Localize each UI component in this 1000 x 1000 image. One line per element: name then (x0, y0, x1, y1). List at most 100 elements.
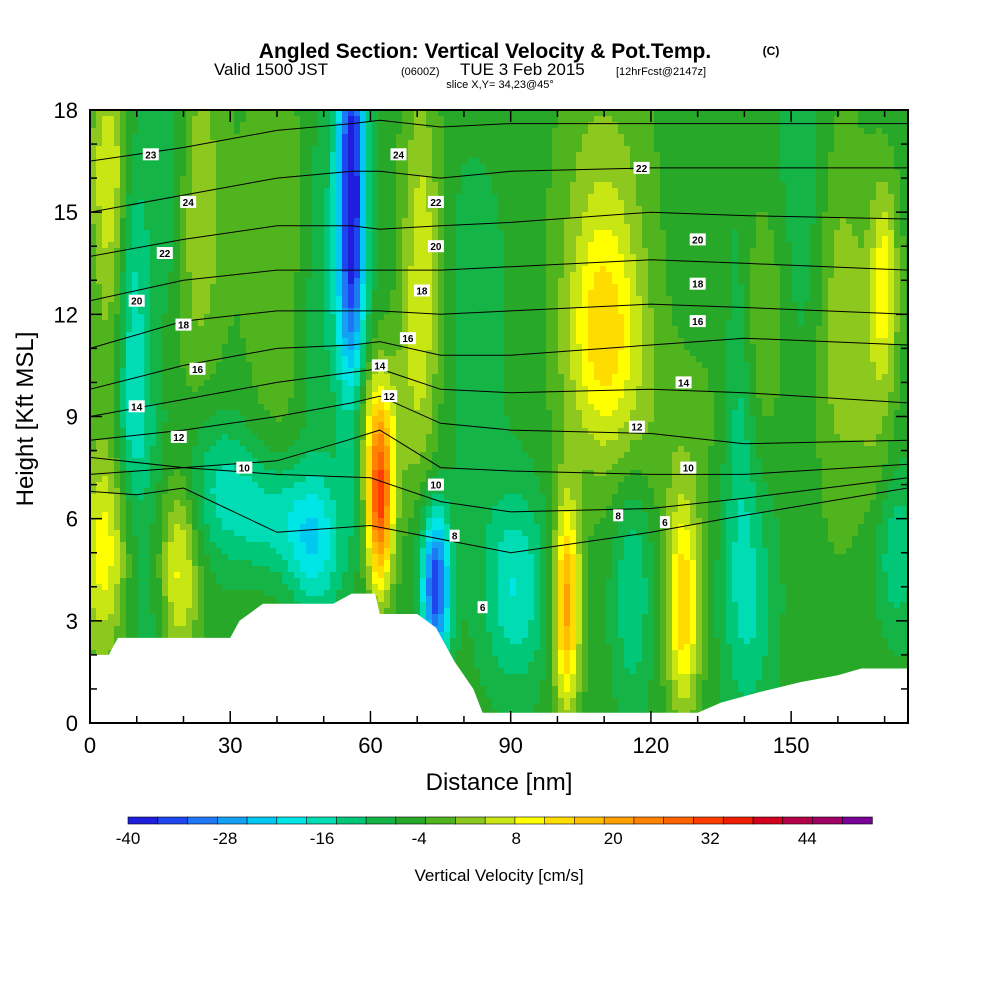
velocity-cell (252, 206, 259, 213)
velocity-cell (870, 158, 877, 165)
velocity-cell (90, 176, 97, 183)
velocity-cell (648, 146, 655, 153)
velocity-cell (234, 170, 241, 177)
velocity-cell (810, 176, 817, 183)
velocity-cell (324, 134, 331, 141)
velocity-cell (414, 194, 421, 201)
velocity-cell (558, 152, 565, 159)
velocity-cell (762, 266, 769, 273)
velocity-cell (888, 206, 895, 213)
velocity-cell (378, 200, 385, 207)
velocity-cell (834, 140, 841, 147)
velocity-cell (864, 314, 871, 321)
velocity-cell (180, 188, 187, 195)
velocity-cell (204, 164, 211, 171)
velocity-cell (414, 212, 421, 219)
velocity-cell (504, 218, 511, 225)
velocity-cell (510, 128, 517, 135)
velocity-cell (120, 152, 127, 159)
velocity-cell (564, 218, 571, 225)
velocity-cell (372, 146, 379, 153)
velocity-cell (630, 230, 637, 237)
velocity-cell (642, 320, 649, 327)
velocity-cell (864, 254, 871, 261)
velocity-cell (810, 146, 817, 153)
velocity-cell (798, 320, 805, 327)
velocity-cell (366, 314, 373, 321)
velocity-cell (576, 128, 583, 135)
velocity-cell (372, 158, 379, 165)
velocity-cell (156, 134, 163, 141)
velocity-cell (690, 296, 697, 303)
velocity-cell (678, 296, 685, 303)
velocity-cell (600, 314, 607, 321)
velocity-cell (192, 254, 199, 261)
velocity-cell (504, 296, 511, 303)
velocity-cell (906, 128, 908, 135)
velocity-cell (756, 116, 763, 123)
velocity-cell (294, 290, 301, 297)
velocity-cell (762, 284, 769, 291)
velocity-cell (372, 326, 379, 333)
velocity-cell (498, 188, 505, 195)
velocity-cell (246, 326, 253, 333)
velocity-cell (144, 224, 151, 231)
velocity-cell (330, 284, 337, 291)
velocity-cell (498, 314, 505, 321)
velocity-cell (144, 314, 151, 321)
velocity-cell (660, 308, 667, 315)
velocity-cell (426, 302, 433, 309)
velocity-cell (96, 230, 103, 237)
velocity-cell (726, 320, 733, 327)
velocity-cell (822, 140, 829, 147)
velocity-cell (666, 116, 673, 123)
velocity-cell (510, 314, 517, 321)
velocity-cell (150, 164, 157, 171)
velocity-cell (546, 206, 553, 213)
velocity-cell (882, 278, 889, 285)
velocity-cell (174, 272, 181, 279)
velocity-cell (834, 212, 841, 219)
velocity-cell (192, 170, 199, 177)
velocity-cell (804, 266, 811, 273)
velocity-cell (588, 110, 595, 117)
velocity-cell (624, 140, 631, 147)
velocity-cell (480, 248, 487, 255)
velocity-cell (120, 278, 127, 285)
velocity-cell (492, 248, 499, 255)
velocity-cell (438, 176, 445, 183)
velocity-cell (258, 188, 265, 195)
velocity-cell (402, 188, 409, 195)
velocity-cell (174, 140, 181, 147)
velocity-cell (786, 314, 793, 321)
velocity-cell (558, 164, 565, 171)
velocity-cell (726, 302, 733, 309)
velocity-cell (516, 242, 523, 249)
velocity-cell (426, 140, 433, 147)
velocity-cell (534, 236, 541, 243)
velocity-cell (282, 170, 289, 177)
velocity-cell (336, 200, 343, 207)
velocity-cell (390, 116, 397, 123)
velocity-cell (252, 164, 259, 171)
velocity-cell (144, 218, 151, 225)
velocity-cell (852, 266, 859, 273)
velocity-cell (756, 278, 763, 285)
velocity-cell (864, 308, 871, 315)
velocity-cell (816, 110, 823, 117)
velocity-cell (240, 122, 247, 129)
velocity-cell (570, 230, 577, 237)
velocity-cell (336, 134, 343, 141)
velocity-cell (228, 224, 235, 231)
velocity-cell (300, 326, 307, 333)
velocity-cell (108, 242, 115, 249)
velocity-cell (780, 302, 787, 309)
velocity-cell (762, 224, 769, 231)
velocity-cell (228, 212, 235, 219)
velocity-cell (858, 296, 865, 303)
velocity-cell (900, 296, 907, 303)
velocity-cell (114, 326, 121, 333)
velocity-cell (96, 272, 103, 279)
velocity-cell (714, 266, 721, 273)
velocity-cell (480, 272, 487, 279)
